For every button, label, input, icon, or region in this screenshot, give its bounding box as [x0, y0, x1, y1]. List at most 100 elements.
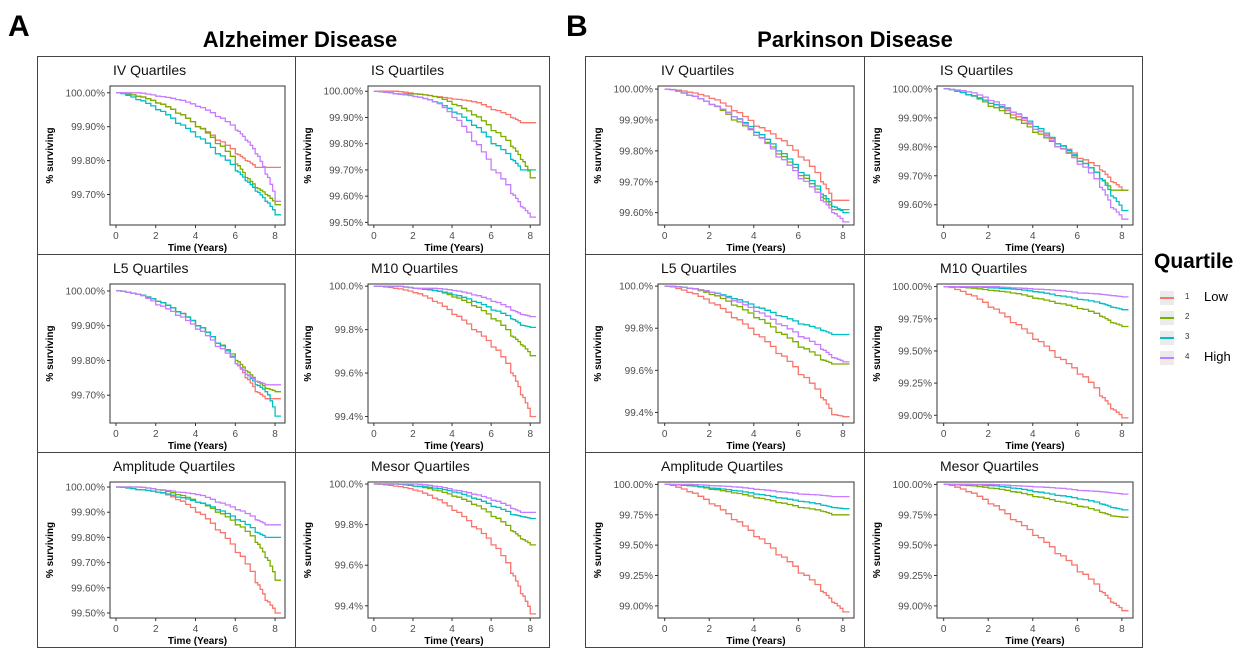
y-axis-label: % surviving [45, 522, 56, 578]
y-tick-label: 99.8% [335, 520, 363, 531]
y-axis-label: % surviving [45, 325, 56, 381]
y-tick-label: 99.8% [335, 325, 363, 336]
x-tick-label: 4 [449, 231, 455, 242]
x-tick-label: 0 [113, 429, 119, 440]
y-tick-label: 99.80% [71, 533, 105, 544]
series-line-q3 [664, 483, 850, 510]
y-tick-label: 100.00% [66, 483, 106, 494]
panel-b-letter: B [566, 10, 588, 43]
x-tick-label: 8 [272, 429, 278, 440]
y-tick-label: 100.00% [614, 480, 654, 491]
plot-area [367, 283, 541, 424]
plot-area [657, 481, 855, 619]
x-tick-label: 0 [662, 624, 668, 635]
legend-item: 1 Low [1160, 288, 1245, 308]
x-tick-label: 2 [410, 624, 416, 635]
chart-2: IS Quartiles 100.00% 99.90% 99.80% 99.70% 99.… [303, 62, 541, 254]
x-tick-label: 8 [527, 624, 533, 635]
x-axis-label: Time (Years) [1005, 636, 1064, 647]
y-tick-label: 100.0% [619, 282, 653, 293]
chart-title: M10 Quartiles [371, 260, 458, 276]
x-tick-label: 4 [1030, 624, 1036, 635]
plot-area [936, 481, 1134, 619]
panel-b-grid-divider [864, 56, 865, 648]
y-tick-label: 99.00% [619, 601, 653, 612]
y-tick-label: 100.0% [329, 282, 363, 293]
series-line-q2 [664, 285, 850, 365]
series-line-q4 [943, 483, 1129, 495]
y-tick-label: 99.50% [898, 541, 932, 552]
series-line-q1 [664, 483, 850, 613]
legend-swatch [1160, 351, 1174, 365]
x-tick-label: 0 [662, 231, 668, 242]
chart-title: M10 Quartiles [940, 260, 1027, 276]
chart-4: M10 Quartiles 100.0% 99.8% 99.6% 99.4% 0 2 4 6 8 T… [303, 260, 541, 452]
y-tick-label: 99.80% [329, 139, 363, 150]
chart-5: Amplitude Quartiles 100.00% 99.90% 99.80% 99… [45, 458, 286, 647]
chart-title: Mesor Quartiles [371, 458, 470, 474]
x-tick-label: 2 [706, 231, 712, 242]
legend-title: Quartile [1154, 250, 1234, 273]
y-axis-label: % surviving [593, 127, 604, 183]
y-tick-label: 99.90% [619, 115, 653, 126]
x-tick-label: 6 [233, 231, 239, 242]
x-tick-label: 0 [941, 231, 947, 242]
series-line-q4 [664, 285, 850, 363]
y-tick-label: 100.0% [329, 480, 363, 491]
x-axis-label: Time (Years) [168, 441, 227, 452]
legend-item: 2 [1160, 308, 1245, 328]
y-tick-label: 99.80% [71, 156, 105, 167]
panel-a-grid-divider [37, 254, 550, 255]
y-axis-label: % surviving [872, 127, 883, 183]
plot-area [109, 283, 286, 424]
y-axis-label: % surviving [593, 522, 604, 578]
series-line-q4 [116, 290, 281, 386]
y-tick-label: 99.90% [329, 113, 363, 124]
x-tick-label: 2 [706, 429, 712, 440]
series-line-q2 [373, 90, 537, 179]
y-tick-label: 99.60% [71, 583, 105, 594]
chart-title: IS Quartiles [940, 62, 1013, 78]
panel-b-title: Parkinson Disease [757, 27, 953, 52]
legend-key: 2 [1185, 312, 1190, 321]
x-axis-label: Time (Years) [1005, 243, 1064, 254]
y-tick-label: 100.00% [893, 84, 933, 95]
quartile-legend: Quartile 1 Low 2 3 4 High [1150, 250, 1245, 380]
x-tick-label: 2 [985, 624, 991, 635]
y-axis-label: % surviving [593, 325, 604, 381]
y-tick-label: 99.90% [71, 321, 105, 332]
chart-title: Mesor Quartiles [940, 458, 1039, 474]
y-axis-label: % surviving [872, 325, 883, 381]
plot-area [936, 85, 1134, 226]
x-tick-label: 6 [1075, 624, 1081, 635]
legend-key: 4 [1185, 352, 1190, 361]
series-line-q1 [373, 285, 537, 418]
y-tick-label: 99.80% [619, 146, 653, 157]
y-tick-label: 100.00% [614, 85, 654, 96]
y-tick-label: 99.75% [898, 314, 932, 325]
x-tick-label: 6 [796, 624, 802, 635]
x-axis-label: Time (Years) [726, 441, 785, 452]
y-axis-label: % surviving [303, 127, 314, 183]
x-tick-label: 8 [527, 231, 533, 242]
x-tick-label: 4 [449, 624, 455, 635]
x-tick-label: 0 [662, 429, 668, 440]
series-line-q2 [943, 483, 1129, 518]
x-tick-label: 4 [193, 429, 199, 440]
panel-a-grid-divider [37, 452, 550, 453]
y-tick-label: 99.6% [335, 369, 363, 380]
y-tick-label: 99.90% [898, 113, 932, 124]
legend-swatch [1160, 331, 1174, 345]
x-axis-label: Time (Years) [168, 636, 227, 647]
series-line-q2 [943, 285, 1129, 328]
y-tick-label: 99.00% [898, 411, 932, 422]
series-line-q4 [664, 88, 850, 223]
x-tick-label: 4 [1030, 429, 1036, 440]
x-tick-label: 2 [410, 231, 416, 242]
x-axis-label: Time (Years) [168, 243, 227, 254]
plot-area [657, 85, 855, 226]
y-tick-label: 99.70% [619, 177, 653, 188]
x-tick-label: 8 [272, 624, 278, 635]
x-tick-label: 8 [840, 231, 846, 242]
y-tick-label: 99.4% [335, 601, 363, 612]
